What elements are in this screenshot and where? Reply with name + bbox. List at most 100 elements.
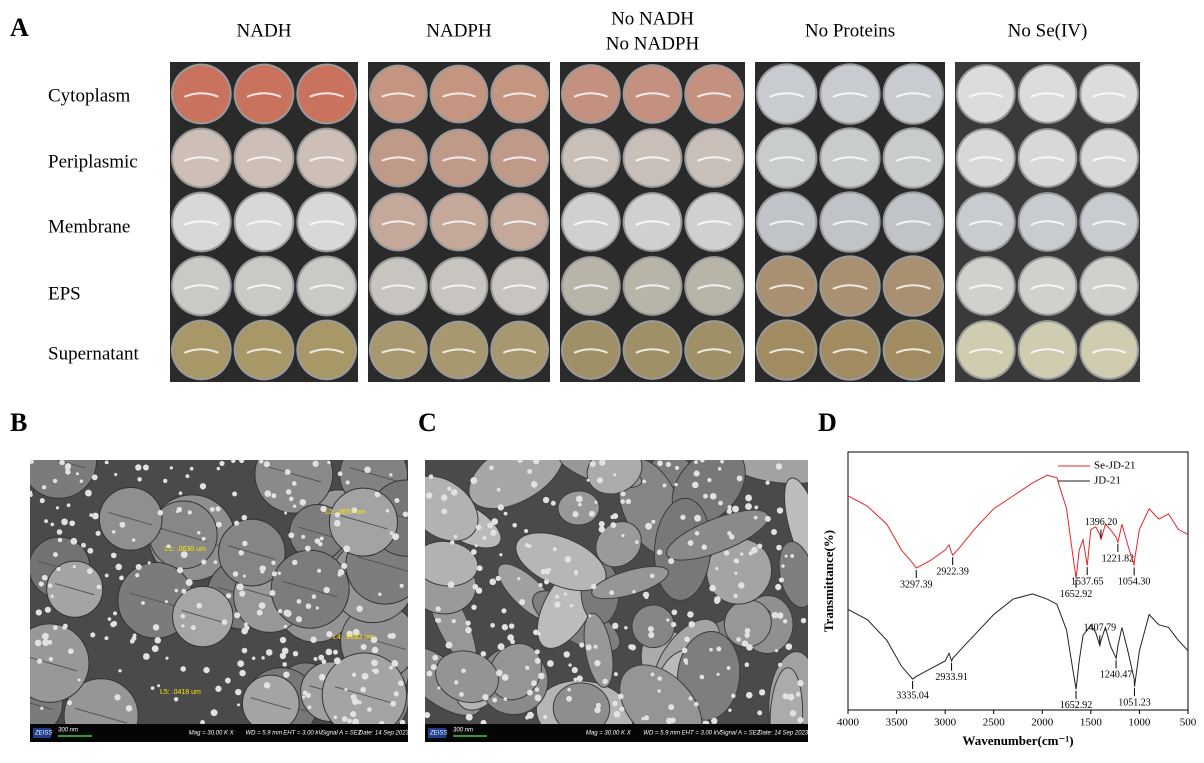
well-glare <box>573 92 608 98</box>
well-glare <box>246 156 282 162</box>
x-tick-label: 1000 <box>1128 717 1151 729</box>
nanoparticle <box>425 492 433 499</box>
nanoparticle <box>390 700 397 707</box>
well-glare <box>1092 156 1127 162</box>
peak-label: 1652.92 <box>1060 700 1093 711</box>
nanoparticle <box>751 546 758 554</box>
nanoparticle <box>691 481 699 489</box>
nanoparticle <box>199 483 207 490</box>
nanoparticle <box>745 691 753 699</box>
cell-septum <box>30 702 53 711</box>
well-glare <box>697 284 732 290</box>
nanoparticle <box>95 530 101 536</box>
cell-septum <box>357 556 408 572</box>
x-tick-label: 500 <box>1180 717 1197 729</box>
well-glare <box>832 284 868 290</box>
nanoparticle <box>530 481 538 488</box>
nanoparticle <box>292 504 297 508</box>
nanoparticle <box>540 568 547 575</box>
nanoparticle <box>650 672 655 677</box>
nanoparticle <box>277 608 283 614</box>
nanoparticle <box>709 493 717 500</box>
nanoparticle <box>734 571 738 575</box>
nanoparticle <box>152 624 160 631</box>
nanoparticle <box>399 583 404 588</box>
nanoparticle <box>656 549 663 556</box>
flake <box>723 599 772 648</box>
well-glare <box>183 284 219 290</box>
nanoparticle <box>612 700 618 707</box>
nanoparticle <box>594 706 601 714</box>
nanoparticle <box>201 559 207 565</box>
nanoparticle <box>357 700 362 705</box>
nanoparticle <box>717 467 722 471</box>
nanoparticle <box>436 618 442 623</box>
sem-info: Signal A = SE2 <box>321 731 362 737</box>
nanoparticle <box>86 568 93 575</box>
nanoparticle <box>728 708 732 712</box>
nanoparticle <box>645 522 653 530</box>
nanoparticle <box>534 687 540 692</box>
nanoparticle <box>269 590 276 596</box>
nanoparticle <box>301 534 306 539</box>
nanoparticle <box>185 579 193 586</box>
nanoparticle <box>501 674 509 681</box>
nanoparticle <box>718 500 723 506</box>
column-header: No Proteins <box>805 20 895 41</box>
legend-label: JD-21 <box>1094 475 1121 487</box>
x-tick-label: 4000 <box>837 717 860 729</box>
nanoparticle <box>569 603 574 608</box>
well-glare <box>183 156 219 162</box>
nanoparticle <box>350 710 357 718</box>
nanoparticle <box>119 521 126 528</box>
nanoparticle <box>489 578 497 586</box>
nanoparticle <box>52 552 58 558</box>
nanoparticle <box>178 491 183 495</box>
sem-content <box>425 460 808 724</box>
nanoparticle <box>543 579 550 585</box>
nanoparticle <box>50 594 54 598</box>
nanoparticle <box>745 494 752 502</box>
spectrum-line <box>847 474 1189 579</box>
nanoparticle <box>707 477 712 483</box>
well-glare <box>246 220 282 226</box>
nanoparticle <box>588 510 595 517</box>
nanoparticle <box>326 631 333 638</box>
cell-septum <box>228 545 276 560</box>
nanoparticle <box>517 577 521 581</box>
nanoparticle <box>741 640 749 647</box>
nanoparticle <box>701 544 708 550</box>
nanoparticle <box>680 514 686 520</box>
peak-label: 2933.91 <box>935 672 968 683</box>
nanoparticle <box>346 630 353 637</box>
nanoparticle <box>508 623 515 629</box>
nanoparticle <box>118 669 122 673</box>
spectrum-line <box>847 593 1189 690</box>
nanoparticle <box>534 657 541 664</box>
nanoparticle <box>169 466 173 470</box>
nanoparticle <box>526 689 533 696</box>
nanoparticle <box>651 519 656 524</box>
nanoparticle <box>480 719 487 724</box>
nanoparticle <box>657 460 663 467</box>
nanoparticle <box>619 706 625 712</box>
nanoparticle <box>693 470 700 477</box>
nanoparticle <box>709 647 713 652</box>
well-glare <box>769 220 805 226</box>
nanoparticle <box>648 631 655 639</box>
nanoparticle <box>782 693 789 700</box>
nanoparticle <box>210 709 218 717</box>
nanoparticle <box>598 521 605 528</box>
nanoparticle <box>310 636 317 643</box>
cell <box>241 674 300 724</box>
well-glare <box>309 348 345 354</box>
nanoparticle <box>547 660 554 667</box>
nanoparticle <box>67 700 73 706</box>
well-glare <box>1030 156 1065 162</box>
nanoparticle <box>732 505 739 513</box>
nanoparticle <box>716 646 722 652</box>
nanoparticle <box>781 564 785 568</box>
nanoparticle <box>90 632 96 638</box>
nanoparticle <box>402 511 408 518</box>
nanoparticle <box>65 465 71 471</box>
